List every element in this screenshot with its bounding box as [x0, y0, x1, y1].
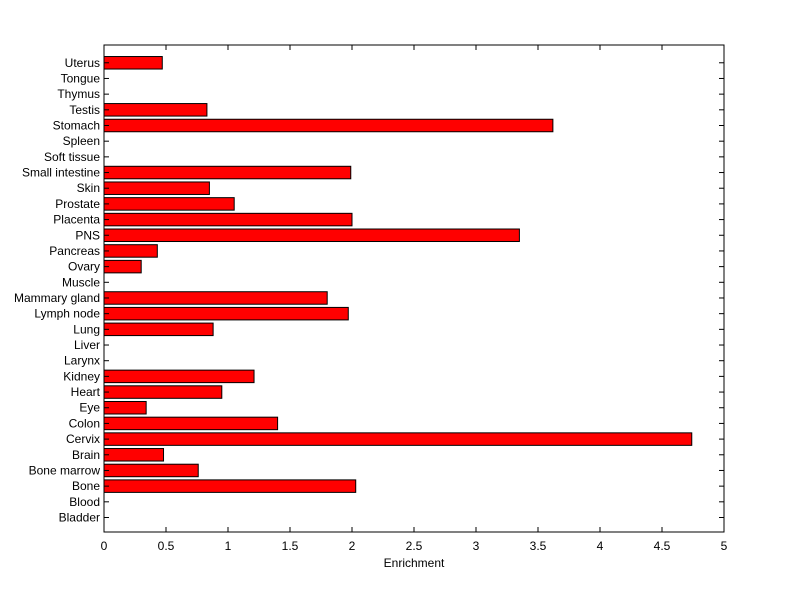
- y-tick-label-bone: Bone: [72, 479, 100, 493]
- x-tick-label: 1.5: [282, 539, 299, 553]
- y-tick-label-larynx: Larynx: [64, 354, 100, 368]
- x-tick-label: 5: [721, 539, 728, 553]
- y-tick-label-stomach: Stomach: [53, 119, 100, 133]
- bar-colon: [103, 416, 279, 431]
- x-tick-label: 2.5: [406, 539, 423, 553]
- y-tick-label-pns: PNS: [75, 228, 100, 242]
- axes-box: [103, 44, 725, 533]
- bar-placenta: [103, 212, 353, 227]
- bar-pns: [103, 228, 520, 243]
- y-tick-label-lung: Lung: [73, 322, 100, 336]
- plot-area: [104, 45, 724, 532]
- y-tick-label-muscle: Muscle: [62, 275, 100, 289]
- y-tick-label-ovary: Ovary: [68, 260, 100, 274]
- bar-heart: [103, 385, 223, 399]
- bar-lung: [103, 322, 214, 337]
- y-tick-label-bladder: Bladder: [59, 511, 100, 525]
- y-tick-label-eye: Eye: [79, 401, 100, 415]
- x-tick-label: 4: [597, 539, 604, 553]
- bar-prostate: [103, 197, 235, 211]
- y-tick-label-colon: Colon: [69, 416, 100, 430]
- x-tick-label: 1: [225, 539, 232, 553]
- x-tick-label: 3.5: [530, 539, 547, 553]
- y-tick-label-skin: Skin: [77, 181, 100, 195]
- bar-lymph-node: [103, 306, 349, 321]
- y-tick-label-pancreas: Pancreas: [49, 244, 100, 258]
- bar-skin: [103, 181, 210, 195]
- bar-ovary: [103, 259, 142, 274]
- bar-cervix: [103, 432, 693, 446]
- y-tick-label-prostate: Prostate: [55, 197, 100, 211]
- y-tick-label-bone-marrow: Bone marrow: [29, 463, 101, 477]
- bar-mammary-gland: [103, 291, 328, 305]
- y-tick-label-tongue: Tongue: [61, 71, 101, 85]
- x-tick-label: 2: [349, 539, 356, 553]
- y-tick-label-lymph-node: Lymph node: [34, 307, 100, 321]
- y-tick-label-small-intestine: Small intestine: [22, 166, 100, 180]
- x-tick-label: 4.5: [654, 539, 671, 553]
- y-tick-label-brain: Brain: [72, 448, 100, 462]
- y-tick-label-thymus: Thymus: [57, 87, 100, 101]
- bar-stomach: [103, 118, 554, 133]
- y-tick-label-placenta: Placenta: [53, 213, 100, 227]
- y-tick-label-blood: Blood: [69, 495, 100, 509]
- bar-bone-marrow: [103, 463, 199, 478]
- bar-kidney: [103, 369, 255, 384]
- x-tick-label: 0.5: [158, 539, 175, 553]
- bar-small-intestine: [103, 165, 352, 180]
- y-tick-label-testis: Testis: [69, 103, 100, 117]
- y-tick-label-liver: Liver: [74, 338, 100, 352]
- x-axis-label: Enrichment: [384, 556, 445, 570]
- x-tick-label: 0: [101, 539, 108, 553]
- x-tick-label: 3: [473, 539, 480, 553]
- y-tick-label-kidney: Kidney: [63, 369, 100, 383]
- y-tick-label-soft-tissue: Soft tissue: [44, 150, 100, 164]
- y-tick-label-mammary-gland: Mammary gland: [14, 291, 100, 305]
- bar-brain: [103, 448, 165, 462]
- y-tick-label-spleen: Spleen: [63, 134, 100, 148]
- bar-pancreas: [103, 244, 158, 258]
- bar-bone: [103, 479, 357, 493]
- y-tick-label-uterus: Uterus: [65, 56, 100, 70]
- bar-eye: [103, 400, 147, 415]
- bar-testis: [103, 103, 208, 117]
- x-tick-labels: 0 0.5 1 1.5 2 2.5 3 3.5 4 4.5 5: [101, 539, 728, 553]
- y-tick-label-cervix: Cervix: [66, 432, 100, 446]
- y-tick-label-heart: Heart: [71, 385, 101, 399]
- bar-uterus: [103, 56, 163, 70]
